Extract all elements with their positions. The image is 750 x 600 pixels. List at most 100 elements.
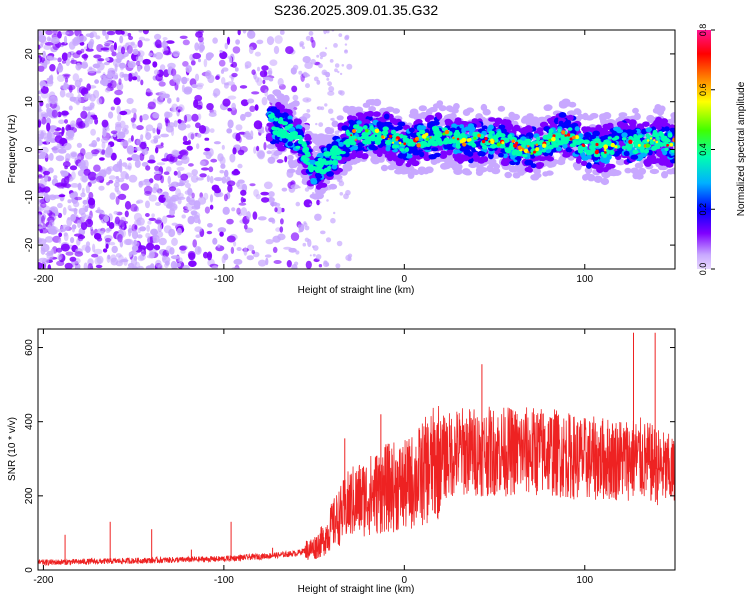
heatmap-cell [257, 216, 267, 221]
heatmap-cell [145, 132, 152, 141]
snr-ytick-label: 400 [24, 413, 35, 430]
heatmap-cell [304, 237, 310, 242]
heatmap-cell [504, 171, 512, 179]
heatmap-cell [279, 226, 284, 233]
heatmap-cell [113, 42, 117, 51]
heatmap-cell [113, 97, 121, 106]
heatmap-cell [629, 122, 636, 128]
heatmap-cell [93, 248, 103, 255]
heatmap-cell [350, 134, 353, 137]
heatmap-cell [273, 45, 280, 55]
heatmap-cell [138, 36, 145, 41]
heatmap-cell [436, 112, 443, 120]
heatmap-cell [134, 146, 142, 151]
heatmap-cell [295, 201, 301, 207]
heatmap-cell [110, 44, 115, 53]
heatmap-cell [73, 233, 83, 237]
heatmap-cell [303, 222, 308, 227]
heatmap-cell [244, 130, 250, 137]
heatmap-cell [308, 31, 314, 36]
heatmap-cell [381, 135, 385, 139]
heatmap-cell [87, 263, 93, 269]
heatmap-cell [76, 142, 82, 148]
heatmap-cell [277, 119, 284, 124]
heatmap-cell [292, 94, 299, 101]
heatmap-cell [257, 66, 260, 72]
heatmap-cell [502, 119, 509, 126]
heatmap-cell [43, 60, 47, 69]
heatmap-cell [306, 98, 309, 102]
heatmap-cell [502, 152, 508, 159]
heatmap-cell [203, 192, 209, 201]
heatmap-cell [233, 241, 237, 247]
heatmap-cell [231, 170, 241, 176]
heatmap-cell [578, 138, 585, 144]
heatmap-cell [41, 153, 45, 160]
heatmap-cell [252, 211, 258, 220]
heatmap-cell [391, 144, 397, 149]
spectrogram-xtick-label: 0 [402, 274, 408, 285]
heatmap-cell [343, 193, 349, 200]
heatmap-cell [141, 149, 149, 156]
heatmap-cell [209, 194, 214, 203]
heatmap-cell [290, 184, 300, 190]
heatmap-cell [326, 77, 330, 81]
heatmap-cell [195, 234, 201, 238]
heatmap-cell [240, 189, 247, 196]
heatmap-cell [108, 175, 116, 180]
heatmap-cell [538, 156, 546, 161]
heatmap-cell [615, 158, 626, 166]
heatmap-cell [40, 247, 46, 255]
heatmap-cell [368, 106, 376, 112]
heatmap-cell [304, 133, 311, 140]
heatmap-cell [130, 135, 134, 142]
heatmap-cell [145, 180, 151, 187]
heatmap-cell [221, 144, 225, 150]
heatmap-cell [277, 78, 284, 87]
heatmap-cell [236, 247, 242, 251]
heatmap-cell [94, 118, 99, 125]
heatmap-cell [546, 156, 554, 162]
heatmap-cell [238, 136, 242, 143]
heatmap-cell [77, 219, 81, 229]
heatmap-cell [75, 121, 84, 129]
heatmap-cell [254, 76, 260, 83]
heatmap-cell [306, 109, 311, 113]
heatmap-cell [95, 35, 101, 40]
heatmap-cell [46, 254, 54, 260]
heatmap-cell [170, 255, 180, 260]
heatmap-cell [190, 60, 196, 66]
heatmap-cell [217, 244, 221, 248]
heatmap-cell [247, 98, 255, 104]
heatmap-cell [327, 90, 335, 96]
heatmap-cell [115, 176, 120, 180]
heatmap-cell [62, 183, 72, 188]
heatmap-cell [634, 162, 644, 169]
heatmap-cell [528, 132, 534, 138]
heatmap-cell [192, 52, 202, 60]
heatmap-cell [569, 137, 573, 141]
heatmap-cell [58, 232, 63, 238]
heatmap-cell [56, 74, 65, 83]
heatmap-cell [609, 149, 615, 156]
heatmap-cell [582, 112, 589, 121]
heatmap-cell [228, 56, 233, 63]
heatmap-cell [477, 133, 481, 138]
heatmap-cell [400, 135, 408, 139]
heatmap-cell [230, 64, 234, 67]
heatmap-cell [298, 186, 301, 189]
heatmap-cell [155, 259, 162, 268]
heatmap-cell [140, 79, 144, 86]
heatmap-cell [40, 146, 49, 154]
heatmap-cell [206, 251, 213, 261]
heatmap-cell [328, 151, 335, 156]
heatmap-cell [161, 197, 166, 202]
heatmap-cell [166, 204, 172, 209]
heatmap-cell [453, 167, 463, 175]
heatmap-cell [137, 234, 143, 239]
heatmap-cell [478, 167, 488, 173]
heatmap-cell [558, 101, 569, 109]
heatmap-cell [258, 122, 262, 130]
heatmap-cell [295, 145, 301, 149]
heatmap-cell [69, 256, 77, 262]
